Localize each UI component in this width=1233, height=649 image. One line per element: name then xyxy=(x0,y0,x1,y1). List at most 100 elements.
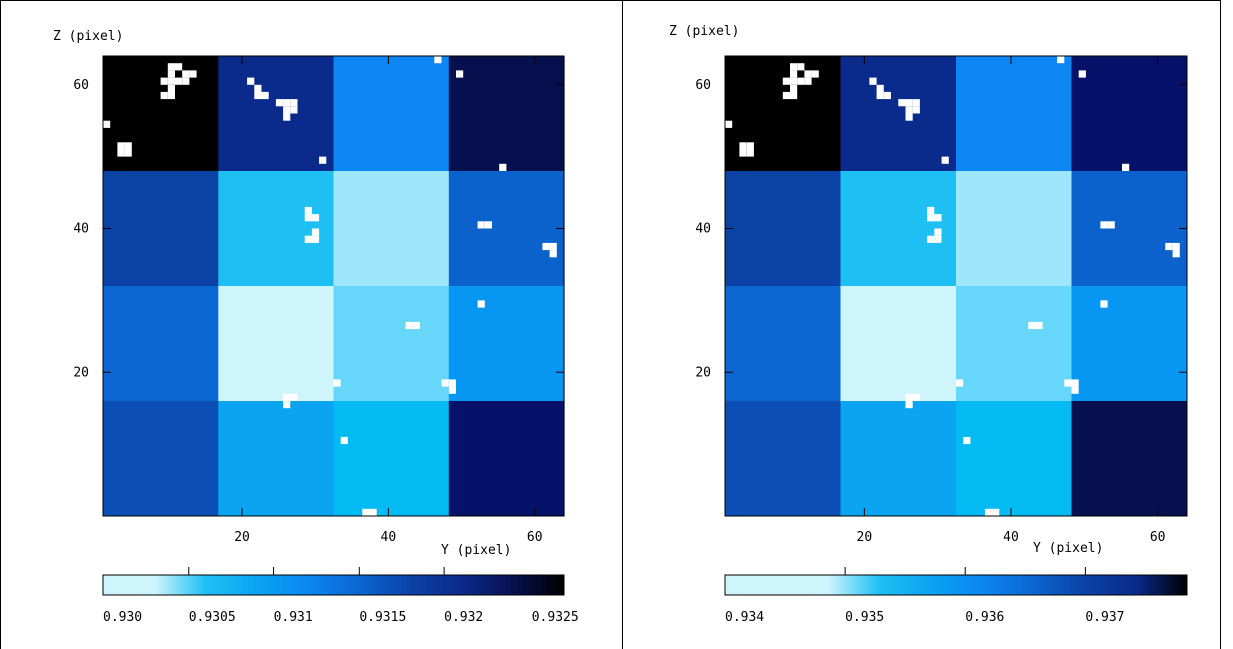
masked-pixel xyxy=(877,85,884,92)
masked-pixel xyxy=(550,243,557,250)
masked-pixel xyxy=(283,394,290,401)
heatmap-cell xyxy=(956,171,1072,287)
colorbar-tick-label: 0.937 xyxy=(1085,610,1124,625)
masked-pixel xyxy=(182,70,189,77)
y-axis-title: Z (pixel) xyxy=(53,29,123,44)
x-tick-label: 20 xyxy=(857,530,873,545)
masked-pixel xyxy=(812,70,819,77)
masked-pixel xyxy=(161,78,168,85)
heatmap-cell xyxy=(449,286,565,402)
masked-pixel xyxy=(739,149,746,156)
heatmap-cell xyxy=(334,286,450,402)
colorbar-tick-label: 0.9305 xyxy=(189,610,236,625)
masked-pixel xyxy=(913,106,920,113)
masked-pixel xyxy=(290,99,297,106)
colorbar-bar xyxy=(103,575,564,595)
masked-pixel xyxy=(168,70,175,77)
masked-pixel xyxy=(790,92,797,99)
masked-pixel xyxy=(406,322,413,329)
heatmap-cell xyxy=(841,56,957,172)
masked-pixel xyxy=(869,78,876,85)
masked-pixel xyxy=(1100,221,1107,228)
masked-pixel xyxy=(319,157,326,164)
heatmap-cell xyxy=(1072,401,1188,517)
heatmap-cell xyxy=(449,171,565,287)
masked-pixel xyxy=(103,121,110,128)
masked-pixel xyxy=(168,85,175,92)
masked-pixel xyxy=(117,142,124,149)
masked-pixel xyxy=(312,214,319,221)
masked-pixel xyxy=(168,63,175,70)
masked-pixel xyxy=(305,207,312,214)
x-axis-title: Y (pixel) xyxy=(1033,541,1103,556)
masked-pixel xyxy=(1035,322,1042,329)
masked-pixel xyxy=(877,92,884,99)
masked-pixel xyxy=(254,85,261,92)
masked-pixel xyxy=(254,92,261,99)
masked-pixel xyxy=(1173,250,1180,257)
masked-pixel xyxy=(790,78,797,85)
masked-pixel xyxy=(1108,221,1115,228)
heatmap-cell xyxy=(1072,171,1188,287)
masked-pixel xyxy=(125,149,132,156)
heatmap-cell xyxy=(449,56,565,172)
heatmap-chart-right: 20 40 60204060 Z (pixel) Y (pixel) 0.934 0.… xyxy=(623,0,1220,649)
masked-pixel xyxy=(168,92,175,99)
masked-pixel xyxy=(1173,243,1180,250)
masked-pixel xyxy=(305,236,312,243)
x-tick-label: 40 xyxy=(381,530,397,545)
colorbar-tick-label: 0.931 xyxy=(274,610,313,625)
masked-pixel xyxy=(290,106,297,113)
heatmap-cell xyxy=(956,401,1072,517)
masked-pixel xyxy=(898,99,905,106)
masked-pixel xyxy=(168,78,175,85)
masked-pixel xyxy=(804,78,811,85)
masked-pixel xyxy=(1122,164,1129,171)
masked-pixel xyxy=(884,92,891,99)
masked-pixel xyxy=(161,92,168,99)
masked-pixel xyxy=(797,78,804,85)
heatmap-cell xyxy=(218,286,334,402)
masked-pixel xyxy=(790,70,797,77)
masked-pixel xyxy=(906,394,913,401)
heatmap-cell xyxy=(956,56,1072,172)
masked-pixel xyxy=(913,394,920,401)
masked-pixel xyxy=(550,250,557,257)
y-tick-label: 40 xyxy=(695,222,711,237)
heatmap-cell xyxy=(218,56,334,172)
x-tick-label: 20 xyxy=(234,530,250,545)
colorbar-tick-label: 0.9325 xyxy=(532,610,579,625)
masked-pixel xyxy=(985,509,992,516)
heatmap-cell xyxy=(103,401,219,517)
masked-pixel xyxy=(1072,387,1079,394)
masked-pixel xyxy=(334,379,341,386)
y-tick-label: 60 xyxy=(695,78,711,93)
masked-pixel xyxy=(478,221,485,228)
masked-pixel xyxy=(956,379,963,386)
masked-pixel xyxy=(1100,300,1107,307)
masked-pixel xyxy=(804,70,811,77)
heatmap-cell xyxy=(334,56,450,172)
y-tick-label: 20 xyxy=(73,365,89,380)
masked-pixel xyxy=(963,437,970,444)
colorbar-tick-label: 0.932 xyxy=(444,610,483,625)
masked-pixel xyxy=(283,106,290,113)
masked-pixel xyxy=(442,379,449,386)
masked-pixel xyxy=(276,99,283,106)
masked-pixel xyxy=(362,509,369,516)
masked-pixel xyxy=(747,149,754,156)
masked-pixel xyxy=(1057,56,1064,63)
masked-pixel xyxy=(499,164,506,171)
heatmap-cell xyxy=(218,401,334,517)
colorbar: 0.930 0.9305 0.931 0.9315 0.932 0.9325 xyxy=(103,567,579,625)
masked-pixel xyxy=(262,92,269,99)
masked-pixel xyxy=(283,114,290,121)
colorbar-tick-label: 0.930 xyxy=(103,610,142,625)
heatmap-cell xyxy=(841,401,957,517)
masked-pixel xyxy=(182,78,189,85)
masked-pixel xyxy=(542,243,549,250)
heatmap-cell xyxy=(956,286,1072,402)
masked-pixel xyxy=(341,437,348,444)
masked-pixel xyxy=(927,207,934,214)
